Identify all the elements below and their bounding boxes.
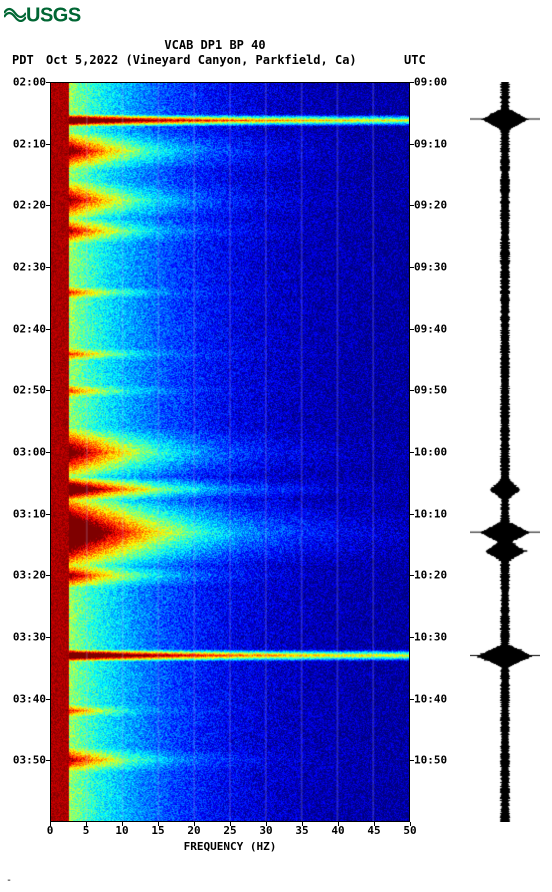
right-y-axis: 09:0009:1009:2009:3009:4009:5010:0010:10… [414,82,454,822]
ytick-mark [410,760,414,761]
ytick-mark [46,82,50,83]
left-ytick: 02:20 [0,199,46,212]
ytick-mark [410,390,414,391]
ytick-mark [410,452,414,453]
xtick-mark [50,822,51,826]
right-ytick: 10:40 [414,692,454,705]
right-ytick: 09:00 [414,76,454,89]
usgs-logo: USGS [4,4,81,28]
ytick-mark [46,144,50,145]
left-ytick: 03:00 [0,446,46,459]
logo-text: USGS [26,4,81,26]
ytick-mark [410,82,414,83]
ytick-mark [410,144,414,145]
right-ytick: 10:10 [414,507,454,520]
title-line2: Oct 5,2022 (Vineyard Canyon, Parkfield, … [46,53,386,67]
ytick-mark [46,205,50,206]
ytick-mark [410,699,414,700]
right-ytick: 10:00 [414,446,454,459]
logo-wave-icon [4,4,26,28]
left-ytick: 02:10 [0,137,46,150]
left-ytick: 03:30 [0,631,46,644]
left-ytick: 03:10 [0,507,46,520]
left-y-axis: 02:0002:1002:2002:3002:4002:5003:0003:10… [0,82,46,822]
x-axis-ticks: 05101520253035404550 [50,824,410,840]
x-axis-label: FREQUENCY (HZ) [50,840,410,853]
right-ytick: 09:50 [414,384,454,397]
ytick-mark [46,575,50,576]
xtick-mark [194,822,195,826]
title-line1: VCAB DP1 BP 40 [0,38,430,54]
xtick-mark [338,822,339,826]
xtick-mark [374,822,375,826]
left-ytick: 02:30 [0,261,46,274]
left-ytick: 03:50 [0,754,46,767]
ytick-mark [46,267,50,268]
plot-title: VCAB DP1 BP 40 [0,38,430,54]
ytick-mark [410,205,414,206]
ytick-mark [46,760,50,761]
tz-left-label: PDT [12,53,34,67]
right-ytick: 09:40 [414,322,454,335]
left-ytick: 03:40 [0,692,46,705]
xtick-mark [302,822,303,826]
right-ytick: 10:30 [414,631,454,644]
corner-mark: - [6,875,12,886]
xtick-mark [122,822,123,826]
right-ytick: 10:50 [414,754,454,767]
ytick-mark [46,390,50,391]
ytick-mark [410,267,414,268]
right-ytick: 09:30 [414,261,454,274]
ytick-mark [46,699,50,700]
left-ytick: 02:50 [0,384,46,397]
xtick-mark [266,822,267,826]
ytick-mark [46,514,50,515]
xtick-mark [86,822,87,826]
seismogram-strip [470,82,540,822]
left-ytick: 03:20 [0,569,46,582]
tz-right-label: UTC [404,53,426,67]
ytick-mark [410,329,414,330]
seismogram-canvas [470,82,540,822]
xtick-mark [410,822,411,826]
spectrogram-canvas [51,83,409,821]
ytick-mark [46,637,50,638]
ytick-mark [46,452,50,453]
xtick-mark [230,822,231,826]
ytick-mark [410,637,414,638]
ytick-mark [410,514,414,515]
left-ytick: 02:40 [0,322,46,335]
ytick-mark [46,329,50,330]
right-ytick: 09:10 [414,137,454,150]
ytick-mark [410,575,414,576]
spectrogram-plot [50,82,410,822]
left-ytick: 02:00 [0,76,46,89]
right-ytick: 10:20 [414,569,454,582]
right-ytick: 09:20 [414,199,454,212]
xtick-mark [158,822,159,826]
